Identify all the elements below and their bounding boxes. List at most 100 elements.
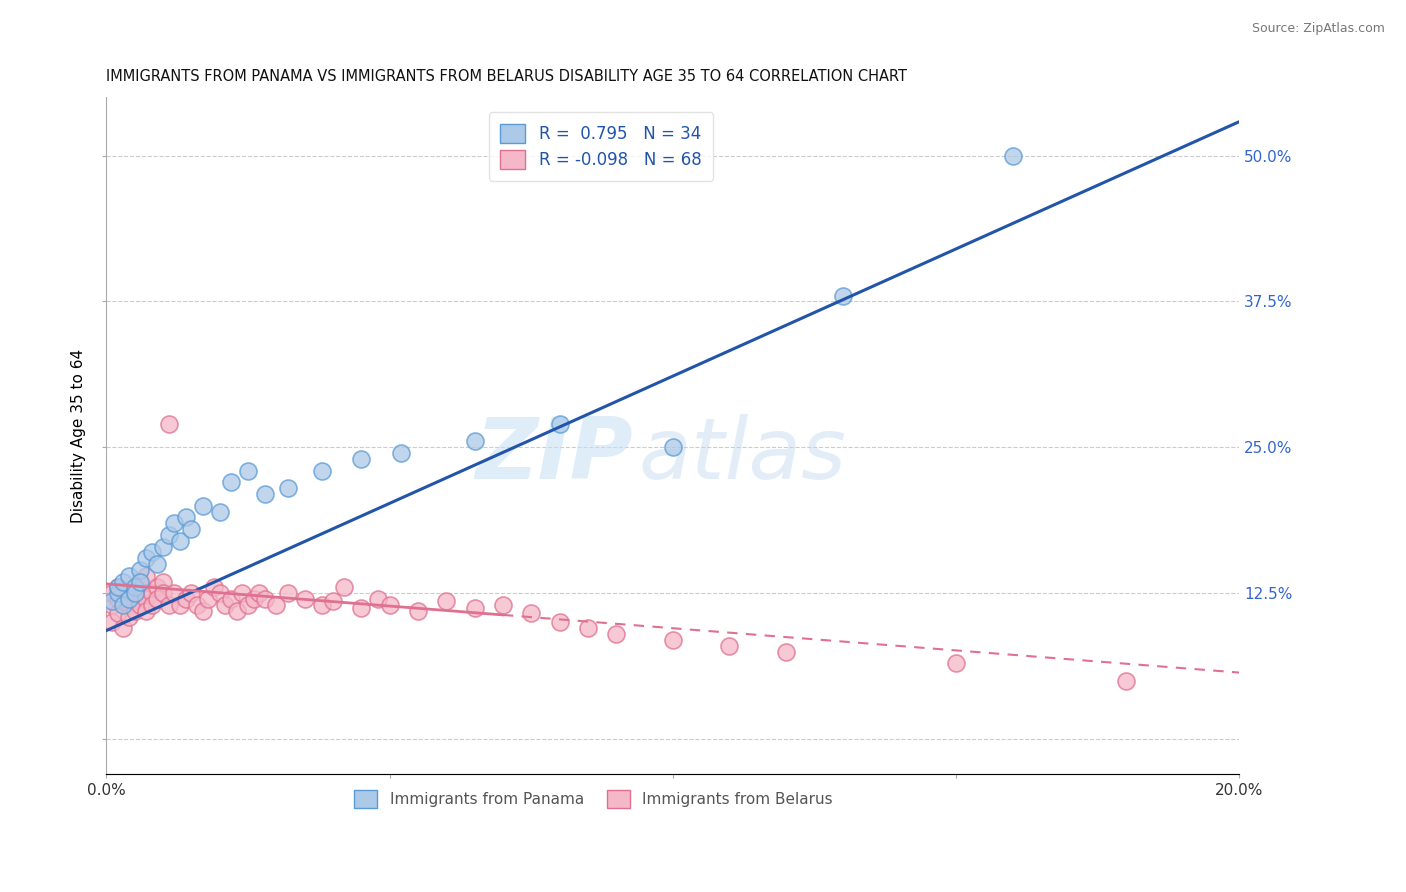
- Point: [135, 568, 157, 582]
- Point: [135, 604, 157, 618]
- Point: [174, 592, 197, 607]
- Point: [146, 557, 169, 571]
- Point: [146, 580, 169, 594]
- Point: [118, 568, 141, 582]
- Point: [118, 586, 141, 600]
- Point: [101, 598, 124, 612]
- Point: [464, 601, 486, 615]
- Point: [322, 594, 344, 608]
- Point: [101, 586, 124, 600]
- Point: [311, 598, 333, 612]
- Point: [242, 592, 264, 607]
- Point: [169, 533, 191, 548]
- Point: [311, 464, 333, 478]
- Text: atlas: atlas: [638, 415, 846, 498]
- Point: [718, 639, 741, 653]
- Point: [124, 586, 146, 600]
- Point: [389, 446, 412, 460]
- Point: [101, 594, 124, 608]
- Point: [253, 592, 276, 607]
- Point: [277, 586, 299, 600]
- Point: [775, 644, 797, 658]
- Point: [662, 632, 685, 647]
- Point: [135, 551, 157, 566]
- Point: [169, 598, 191, 612]
- Point: [208, 504, 231, 518]
- Point: [107, 606, 129, 620]
- Point: [202, 580, 225, 594]
- Point: [112, 621, 135, 635]
- Point: [129, 598, 152, 612]
- Point: [107, 580, 129, 594]
- Point: [197, 592, 219, 607]
- Point: [191, 604, 214, 618]
- Point: [350, 452, 373, 467]
- Point: [548, 417, 571, 431]
- Point: [831, 288, 853, 302]
- Point: [118, 598, 141, 612]
- Point: [141, 586, 163, 600]
- Point: [112, 594, 135, 608]
- Point: [124, 580, 146, 594]
- Point: [129, 574, 152, 589]
- Point: [112, 582, 135, 597]
- Point: [214, 598, 236, 612]
- Point: [141, 545, 163, 559]
- Point: [180, 586, 202, 600]
- Point: [152, 574, 174, 589]
- Point: [191, 499, 214, 513]
- Point: [520, 606, 543, 620]
- Point: [118, 609, 141, 624]
- Point: [367, 592, 389, 607]
- Point: [464, 434, 486, 449]
- Point: [231, 586, 253, 600]
- Point: [107, 580, 129, 594]
- Point: [605, 627, 627, 641]
- Point: [378, 598, 401, 612]
- Point: [101, 615, 124, 630]
- Point: [118, 592, 141, 607]
- Point: [406, 604, 429, 618]
- Point: [236, 598, 259, 612]
- Point: [225, 604, 247, 618]
- Point: [247, 586, 270, 600]
- Point: [662, 440, 685, 454]
- Point: [1001, 148, 1024, 162]
- Text: Source: ZipAtlas.com: Source: ZipAtlas.com: [1251, 22, 1385, 36]
- Point: [152, 586, 174, 600]
- Point: [163, 516, 186, 531]
- Point: [129, 563, 152, 577]
- Point: [107, 592, 129, 607]
- Point: [236, 464, 259, 478]
- Point: [945, 657, 967, 671]
- Y-axis label: Disability Age 35 to 64: Disability Age 35 to 64: [72, 349, 86, 523]
- Point: [350, 601, 373, 615]
- Point: [333, 580, 356, 594]
- Point: [277, 481, 299, 495]
- Point: [492, 598, 515, 612]
- Point: [157, 598, 180, 612]
- Text: IMMIGRANTS FROM PANAMA VS IMMIGRANTS FROM BELARUS DISABILITY AGE 35 TO 64 CORREL: IMMIGRANTS FROM PANAMA VS IMMIGRANTS FRO…: [107, 69, 907, 84]
- Point: [124, 592, 146, 607]
- Point: [294, 592, 316, 607]
- Text: ZIP: ZIP: [475, 415, 633, 498]
- Point: [107, 586, 129, 600]
- Point: [129, 574, 152, 589]
- Point: [548, 615, 571, 630]
- Point: [576, 621, 599, 635]
- Point: [152, 540, 174, 554]
- Point: [174, 510, 197, 524]
- Point: [208, 586, 231, 600]
- Point: [124, 580, 146, 594]
- Point: [219, 475, 242, 490]
- Point: [186, 598, 208, 612]
- Point: [163, 586, 186, 600]
- Point: [146, 592, 169, 607]
- Point: [129, 586, 152, 600]
- Point: [141, 598, 163, 612]
- Point: [157, 417, 180, 431]
- Point: [157, 528, 180, 542]
- Point: [434, 594, 457, 608]
- Point: [1115, 673, 1137, 688]
- Point: [112, 598, 135, 612]
